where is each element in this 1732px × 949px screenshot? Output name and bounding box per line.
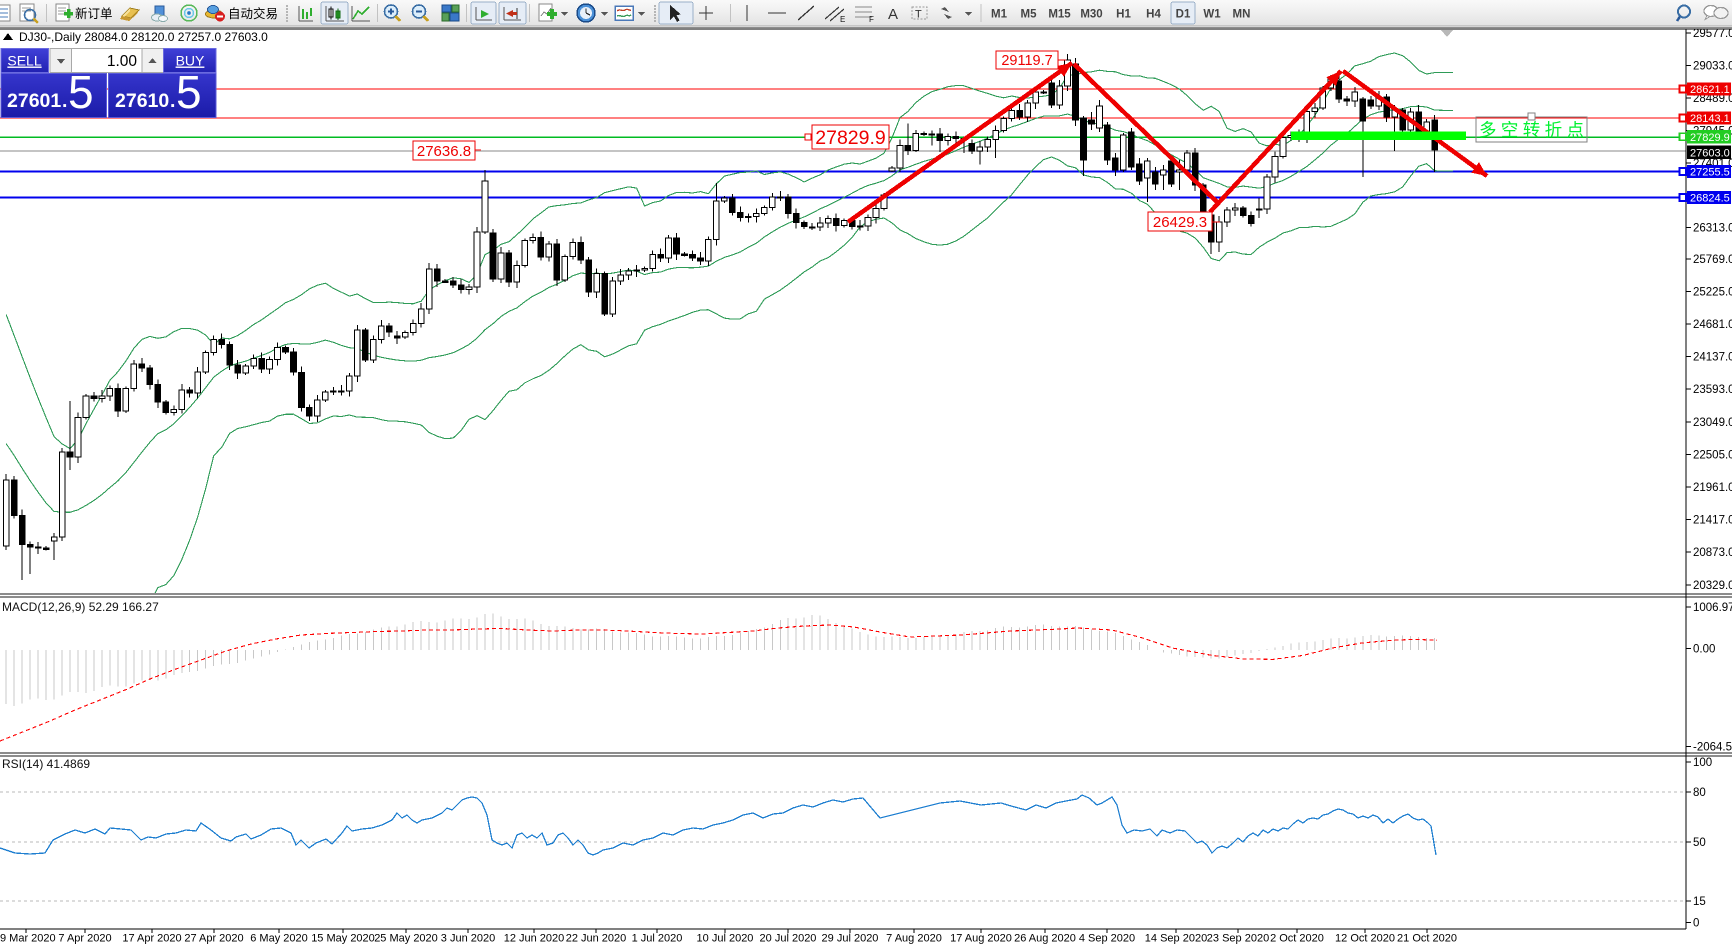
svg-text:17 Aug 2020: 17 Aug 2020: [950, 933, 1012, 945]
svg-text:21417.0: 21417.0: [1693, 515, 1732, 527]
svg-text:29 Jul 2020: 29 Jul 2020: [822, 933, 879, 945]
svg-text:26 Aug 2020: 26 Aug 2020: [1014, 933, 1076, 945]
svg-text:25769.0: 25769.0: [1693, 254, 1732, 266]
svg-text:23 Sep 2020: 23 Sep 2020: [1207, 933, 1269, 945]
svg-text:25 May 2020: 25 May 2020: [374, 933, 438, 945]
svg-text:SELL: SELL: [7, 53, 41, 69]
svg-text:7 Aug 2020: 7 Aug 2020: [886, 933, 942, 945]
svg-text:12 Jun 2020: 12 Jun 2020: [504, 933, 565, 945]
svg-text:M1: M1: [991, 9, 1008, 21]
svg-text:24681.0: 24681.0: [1693, 319, 1732, 331]
svg-text:17 Apr 2020: 17 Apr 2020: [122, 933, 181, 945]
svg-text:MN: MN: [1233, 9, 1251, 21]
svg-text:H1: H1: [1116, 9, 1131, 21]
svg-text:24137.0: 24137.0: [1693, 352, 1732, 364]
svg-text:28143.1: 28143.1: [1690, 113, 1730, 125]
svg-text:29119.7: 29119.7: [1001, 53, 1052, 69]
svg-text:20 Jul 2020: 20 Jul 2020: [760, 933, 817, 945]
svg-text:15: 15: [1693, 896, 1706, 908]
svg-text:14 Sep 2020: 14 Sep 2020: [1145, 933, 1207, 945]
svg-text:T: T: [915, 9, 922, 21]
svg-text:27829.9: 27829.9: [1690, 132, 1730, 144]
svg-text:1.00: 1.00: [107, 53, 138, 70]
svg-text:20873.0: 20873.0: [1693, 547, 1732, 559]
svg-text:27829.9: 27829.9: [815, 127, 886, 149]
svg-text:0: 0: [1693, 917, 1699, 929]
svg-text:23593.0: 23593.0: [1693, 384, 1732, 396]
svg-text:M5: M5: [1021, 9, 1038, 21]
svg-text:MACD(12,26,9) 52.29 166.27: MACD(12,26,9) 52.29 166.27: [2, 600, 159, 614]
svg-text:22 Jun 2020: 22 Jun 2020: [566, 933, 627, 945]
svg-text:1 Jul 2020: 1 Jul 2020: [632, 933, 683, 945]
svg-text:50: 50: [1693, 837, 1706, 849]
svg-text:27636.8: 27636.8: [417, 143, 471, 160]
svg-text:M30: M30: [1080, 9, 1102, 21]
svg-text:27 Apr 2020: 27 Apr 2020: [184, 933, 243, 945]
svg-text:.: .: [170, 90, 175, 112]
svg-text:27603.0: 27603.0: [1690, 148, 1730, 160]
svg-text:自动交易: 自动交易: [228, 6, 278, 21]
svg-text:3 Jun 2020: 3 Jun 2020: [441, 933, 495, 945]
svg-text:5: 5: [176, 66, 202, 118]
svg-text:26429.3: 26429.3: [1153, 214, 1207, 231]
svg-text:27255.5: 27255.5: [1690, 167, 1730, 179]
svg-text:28621.1: 28621.1: [1690, 84, 1730, 96]
svg-text:F: F: [869, 15, 874, 24]
svg-text:2 Oct 2020: 2 Oct 2020: [1270, 933, 1324, 945]
svg-text:80: 80: [1693, 787, 1706, 799]
svg-text:H4: H4: [1146, 9, 1161, 21]
svg-text:.: .: [62, 90, 67, 112]
svg-text:0.00: 0.00: [1693, 644, 1715, 656]
svg-text:A: A: [888, 6, 898, 23]
svg-text:5: 5: [68, 66, 94, 118]
svg-text:29033.0: 29033.0: [1693, 61, 1732, 73]
svg-text:29577.0: 29577.0: [1693, 28, 1732, 40]
svg-text:1006.97: 1006.97: [1693, 602, 1732, 614]
svg-text:-2064.56: -2064.56: [1693, 742, 1732, 754]
svg-text:6 May 2020: 6 May 2020: [250, 933, 307, 945]
svg-text:9 Mar 2020: 9 Mar 2020: [0, 933, 56, 945]
svg-text:25225.0: 25225.0: [1693, 286, 1732, 298]
svg-text:26313.0: 26313.0: [1693, 223, 1732, 235]
svg-text:12 Oct 2020: 12 Oct 2020: [1335, 933, 1395, 945]
svg-text:W1: W1: [1203, 9, 1221, 21]
svg-text:21961.0: 21961.0: [1693, 482, 1732, 494]
svg-text:22505.0: 22505.0: [1693, 449, 1732, 461]
svg-text:新订单: 新订单: [75, 6, 113, 21]
svg-text:RSI(14) 41.4869: RSI(14) 41.4869: [2, 757, 90, 771]
svg-text:10 Jul 2020: 10 Jul 2020: [697, 933, 754, 945]
svg-text:E: E: [840, 15, 845, 24]
svg-text:4 Sep 2020: 4 Sep 2020: [1079, 933, 1135, 945]
svg-text:27610: 27610: [115, 90, 169, 112]
svg-text:23049.0: 23049.0: [1693, 417, 1732, 429]
svg-text:多空转折点: 多空转折点: [1479, 120, 1584, 140]
svg-text:26824.5: 26824.5: [1690, 193, 1730, 205]
svg-text:7 Apr 2020: 7 Apr 2020: [58, 933, 111, 945]
svg-text:21 Oct 2020: 21 Oct 2020: [1397, 933, 1457, 945]
svg-text:M15: M15: [1048, 9, 1071, 21]
svg-text:27601: 27601: [7, 90, 61, 112]
svg-text:28489.0: 28489.0: [1693, 93, 1732, 105]
svg-text:100: 100: [1693, 757, 1712, 769]
svg-text:20329.0: 20329.0: [1693, 580, 1732, 592]
svg-text:DJ30-,Daily 28084.0 28120.0 2: DJ30-,Daily 28084.0 28120.0 27257.0 2760…: [19, 30, 268, 44]
svg-text:15 May 2020: 15 May 2020: [311, 933, 375, 945]
svg-text:D1: D1: [1176, 9, 1191, 21]
svg-text:BUY: BUY: [176, 53, 205, 69]
